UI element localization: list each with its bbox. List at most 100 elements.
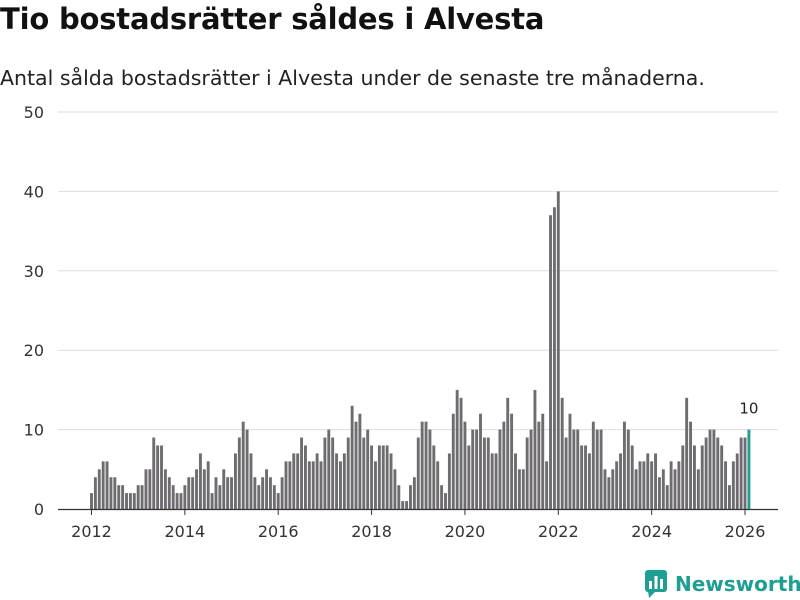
bar (630, 445, 634, 509)
y-tick-label: 30 (24, 262, 44, 281)
bar (339, 461, 342, 509)
bar (257, 485, 261, 509)
bar (140, 485, 144, 509)
bar (245, 429, 249, 509)
bar (514, 453, 517, 509)
bar (319, 461, 323, 509)
bar (739, 437, 743, 509)
bar (125, 493, 128, 509)
x-tick-label: 2014 (165, 522, 206, 541)
bar (432, 445, 436, 509)
bar (712, 429, 716, 509)
bar (121, 485, 125, 509)
bar (517, 469, 521, 509)
bar (490, 453, 494, 509)
bar (447, 453, 451, 509)
bar (93, 477, 97, 509)
x-tick-label: 2022 (538, 522, 579, 541)
bar (463, 421, 467, 509)
bar (370, 445, 374, 509)
bar (160, 445, 163, 509)
chart-subtitle: Antal sålda bostadsrätter i Alvesta unde… (0, 66, 705, 90)
bar (132, 493, 136, 509)
bar (97, 469, 101, 509)
bar (249, 453, 253, 509)
bar (479, 413, 482, 509)
bar (311, 461, 315, 509)
bar (451, 413, 455, 509)
bar (113, 477, 117, 509)
brand: Newsworthy (644, 569, 800, 599)
bar (475, 429, 479, 509)
y-tick-label: 0 (34, 500, 44, 519)
bar (646, 453, 650, 509)
bar (296, 453, 300, 509)
bar (603, 469, 607, 509)
bar (482, 437, 486, 509)
bar (510, 413, 514, 509)
bar (498, 429, 502, 509)
bar (171, 485, 175, 509)
bar (335, 453, 339, 509)
bar (167, 477, 171, 509)
bar (191, 477, 195, 509)
bar (731, 461, 735, 509)
bar (424, 421, 428, 509)
bar (696, 469, 700, 509)
bar (210, 493, 214, 509)
bar (595, 429, 599, 509)
bar (342, 453, 346, 509)
y-tick-label: 50 (24, 103, 44, 122)
bar (105, 461, 109, 509)
bar (230, 477, 233, 509)
bar (428, 429, 432, 509)
bar (198, 453, 202, 509)
bar (233, 453, 237, 509)
bar (584, 445, 587, 509)
bar (549, 215, 552, 509)
bar (552, 207, 556, 509)
bar (568, 413, 572, 509)
bar (362, 437, 366, 509)
bar (385, 445, 389, 509)
bar (728, 485, 731, 509)
bar (346, 437, 350, 509)
x-tick-label: 2026 (725, 522, 766, 541)
bar (175, 493, 179, 509)
bar (615, 461, 619, 509)
bar (265, 469, 268, 509)
bar (673, 469, 677, 509)
bar (214, 477, 218, 509)
bar (381, 445, 385, 509)
bar (222, 469, 226, 509)
brand-name: Newsworthy (675, 572, 800, 596)
bar (716, 437, 720, 509)
bar (218, 485, 222, 509)
bar (560, 397, 564, 509)
bar (323, 437, 327, 509)
bar (533, 389, 537, 509)
bar (156, 445, 160, 509)
bar (389, 453, 393, 509)
bar (292, 453, 296, 509)
bar (459, 397, 463, 509)
x-tick-label: 2020 (445, 522, 486, 541)
bar (572, 429, 576, 509)
bar (280, 477, 284, 509)
bar (276, 493, 280, 509)
bar (241, 421, 245, 509)
bar (720, 445, 724, 509)
bar (622, 421, 626, 509)
bar (455, 389, 459, 509)
bar (611, 469, 615, 509)
bar (650, 461, 654, 509)
bar (440, 485, 444, 509)
y-tick-label: 20 (24, 341, 44, 360)
bar (467, 445, 471, 509)
bar (580, 445, 584, 509)
bar (152, 437, 156, 509)
bar (128, 493, 132, 509)
bar (704, 437, 708, 509)
bar (681, 445, 685, 509)
bar (397, 485, 401, 509)
